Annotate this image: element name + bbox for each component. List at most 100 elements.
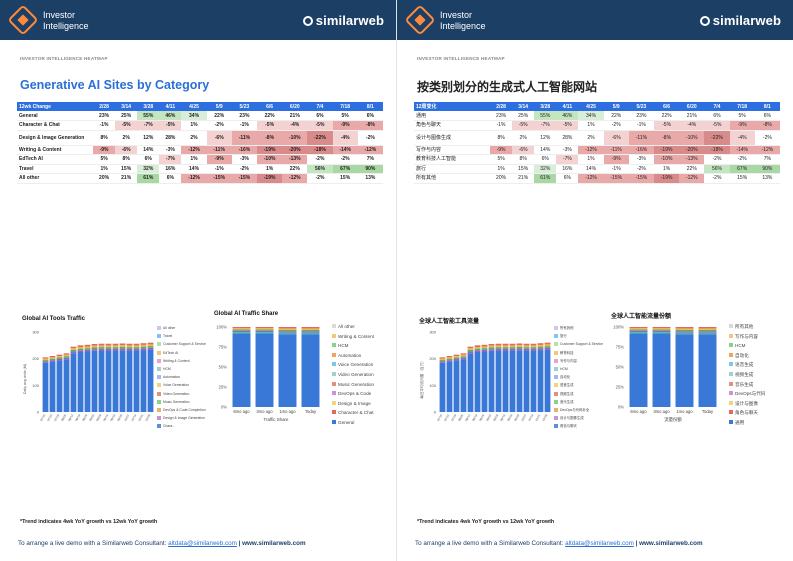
- table-cell: -16%: [628, 145, 654, 155]
- table-cell: -2%: [307, 173, 333, 184]
- table-row: 角色与聊天 -1% -5% -7% -5% 1% -2% -1% -5% -4% -5% -9% -8%: [414, 120, 780, 131]
- legend-swatch: [332, 371, 336, 376]
- table-cell: 14%: [137, 145, 160, 155]
- y-axis-label: Daily avg visits (M): [23, 364, 27, 394]
- table-cell: 16%: [159, 164, 182, 174]
- y-tick-label: 0%: [221, 405, 227, 410]
- legend-item: Automation: [332, 351, 374, 361]
- legend-item: 音乐生成: [554, 398, 603, 406]
- traffic-bar: [446, 356, 453, 412]
- table-cell: -12%: [578, 145, 604, 155]
- x-tick-label: 6mo ago: [233, 409, 250, 414]
- x-tick-label: 1mo ago: [676, 409, 693, 414]
- header-bar: Investor Intelligence similarweb: [0, 0, 396, 40]
- legend-item: HCM: [332, 341, 374, 351]
- legend-item: General: [332, 418, 374, 428]
- table-cell: 21%: [282, 111, 308, 121]
- table-cell: 8%: [115, 154, 138, 165]
- legend-label: Voice Generation: [338, 362, 374, 368]
- traffic-bar: [56, 354, 63, 412]
- table-cell: -2%: [704, 173, 730, 184]
- legend-swatch: [157, 358, 161, 363]
- table-header-date: 7/4: [307, 102, 333, 111]
- traffic-bar: [481, 344, 488, 412]
- x-tick-label: Today: [305, 409, 317, 414]
- x-tick-label: 10/14: [130, 413, 137, 422]
- legend-swatch: [157, 375, 161, 380]
- legend-label: 所有其他: [735, 324, 754, 329]
- y-tick-label: 0: [434, 410, 437, 415]
- table-cell: -2%: [704, 154, 730, 165]
- table-cell: -6%: [512, 145, 535, 155]
- x-tick-label: 07/15: [39, 413, 46, 422]
- table-cell: -4%: [282, 120, 308, 131]
- table-cell: 22%: [257, 111, 283, 121]
- x-tick-label: 09/09: [95, 413, 102, 422]
- contact-email-link[interactable]: altdata@similarweb.com: [168, 540, 237, 547]
- table-cell: 1%: [93, 164, 116, 174]
- share-bar: [232, 327, 251, 407]
- footnote: *Trend indicates 4wk YoY growth vs 12wk …: [20, 519, 158, 525]
- x-tick-label: 09/02: [485, 413, 492, 422]
- legend-swatch: [157, 408, 161, 413]
- table-cell: 25%: [512, 111, 535, 121]
- table-cell: 14%: [181, 164, 207, 174]
- chart-title: 全球人工智能工具流量: [419, 319, 480, 325]
- legend-item: Design & Image: [332, 399, 374, 409]
- row-label: 写作与内容: [414, 145, 490, 155]
- table-cell: 55%: [137, 111, 160, 121]
- legend-item: Music Generation: [157, 398, 206, 406]
- table-cell: -12%: [357, 145, 383, 155]
- legend-item: Writing & Content: [332, 332, 374, 342]
- legend-label: Travel: [163, 334, 173, 339]
- table-cell: 12%: [534, 130, 557, 146]
- table-cell: 6%: [307, 111, 333, 121]
- x-tick-label: 07/22: [46, 413, 53, 422]
- x-tick-label: 09/23: [506, 413, 513, 422]
- table-cell: 21%: [115, 173, 138, 184]
- table-row: 所有其他 20% 21% 61% 6% -12% -15% -15% -19% -12% -2% 15…: [414, 173, 780, 184]
- y-tick-label: 25%: [616, 385, 625, 390]
- legend-swatch: [554, 424, 558, 429]
- table-cell: -1%: [603, 164, 629, 174]
- legend-label: DevOps与代码补全: [560, 408, 590, 413]
- legend-swatch: [554, 375, 558, 380]
- table-cell: 22%: [206, 111, 232, 121]
- table-cell: 6%: [754, 111, 780, 121]
- legend-item: Video Generation: [332, 370, 374, 380]
- share-legend: 所有其他 写作与内容 HCM 自动化 语音生成 视频生成 音乐生成 DevOps与代码 设计与图…: [729, 322, 765, 428]
- legend-swatch: [729, 362, 733, 367]
- legend-label: 写作与内容: [735, 333, 758, 339]
- table-cell: 5%: [332, 111, 358, 121]
- legend-item: DevOps与代码: [729, 389, 765, 399]
- legend-swatch: [332, 343, 336, 348]
- table-cell: -7%: [159, 154, 182, 165]
- share-bar: [255, 327, 274, 407]
- table-cell: -15%: [628, 173, 654, 184]
- x-tick-label: Today: [702, 409, 714, 414]
- x-tick-label: 08/26: [81, 413, 88, 422]
- table-cell: -1%: [490, 120, 513, 131]
- contact-email-link[interactable]: altdata@similarweb.com: [565, 540, 634, 547]
- table-cell: 34%: [181, 111, 207, 121]
- x-tick-label: 07/29: [450, 413, 457, 422]
- legend-label: 音乐生成: [560, 399, 574, 404]
- table-cell: 22%: [282, 164, 308, 174]
- website-link[interactable]: www.similarweb.com: [242, 540, 306, 547]
- legend-swatch: [729, 352, 733, 357]
- x-axis-label: Traffic Share: [264, 417, 289, 422]
- y-tick-label: 300: [429, 330, 436, 335]
- legend-item: 旅行: [554, 332, 603, 340]
- table-cell: 16%: [556, 164, 579, 174]
- website-link[interactable]: www.similarweb.com: [639, 540, 703, 547]
- y-tick-label: 50%: [219, 365, 228, 370]
- legend-swatch: [157, 342, 161, 347]
- legend-item: Voice Generation: [157, 381, 206, 389]
- legend-swatch: [157, 391, 161, 396]
- table-row: 教育科技人工智能 5% 8% 6% -7% 1% -9% -3% -10% -13% -2% -2% 7…: [414, 154, 780, 165]
- row-label: EdTech AI: [17, 154, 93, 165]
- table-cell: -13%: [282, 154, 308, 165]
- traffic-bar: [49, 356, 56, 412]
- legend-item: 教育科技: [554, 349, 603, 357]
- table-cell: -15%: [206, 173, 232, 184]
